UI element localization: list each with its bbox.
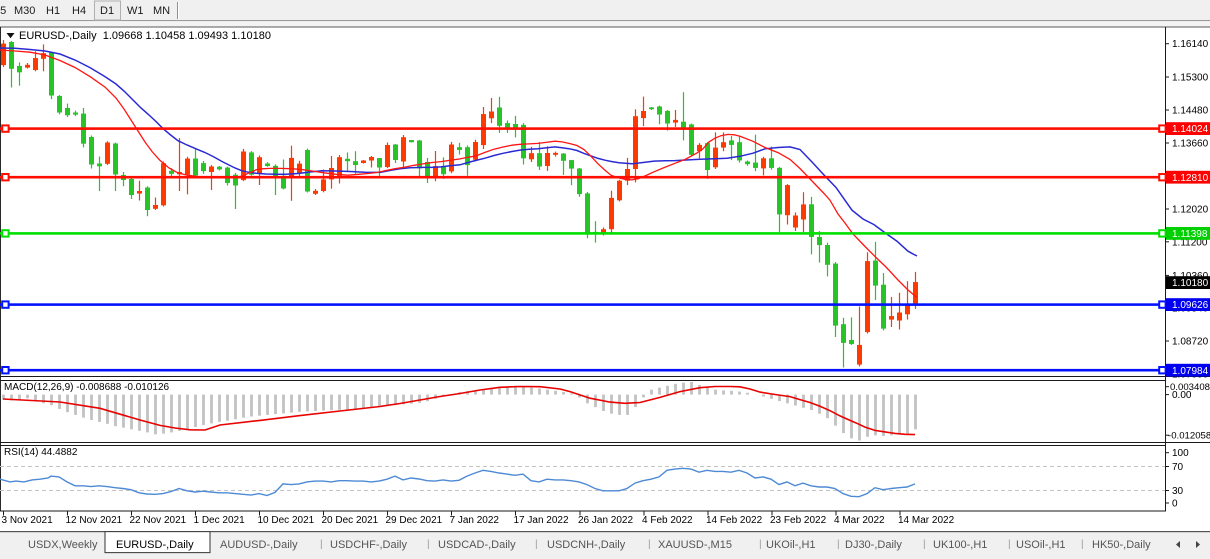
svg-text:1.10180: 1.10180 — [1172, 278, 1209, 289]
svg-text:1.12810: 1.12810 — [1172, 173, 1209, 184]
svg-text:MN: MN — [153, 5, 170, 17]
svg-text:-0.012058: -0.012058 — [1168, 431, 1210, 442]
svg-text:1.08720: 1.08720 — [1172, 337, 1209, 348]
svg-text:|: | — [759, 539, 762, 550]
svg-text:|: | — [535, 539, 538, 550]
svg-text:20 Dec 2021: 20 Dec 2021 — [322, 515, 379, 526]
svg-text:AUDUSD-,Daily: AUDUSD-,Daily — [220, 539, 298, 551]
svg-text:4 Mar 2022: 4 Mar 2022 — [834, 515, 885, 526]
svg-text:1.09626: 1.09626 — [1172, 300, 1209, 311]
svg-text:1.14480: 1.14480 — [1172, 106, 1209, 117]
svg-text:29 Dec 2021: 29 Dec 2021 — [386, 515, 443, 526]
svg-text:UKOil-,H1: UKOil-,H1 — [766, 539, 816, 551]
svg-text:DJ30-,Daily: DJ30-,Daily — [845, 539, 902, 551]
svg-text:RSI(14) 44.4882: RSI(14) 44.4882 — [4, 447, 78, 458]
svg-text:EURUSD-,Daily 1.09668 1.10458: EURUSD-,Daily 1.09668 1.10458 1.09493 1.… — [19, 30, 271, 42]
svg-text:70: 70 — [1172, 462, 1184, 473]
svg-text:1 Dec 2021: 1 Dec 2021 — [194, 515, 246, 526]
svg-text:100: 100 — [1172, 448, 1189, 459]
svg-text:D1: D1 — [100, 5, 114, 17]
svg-text:0.003408: 0.003408 — [1170, 382, 1210, 393]
svg-text:1.11398: 1.11398 — [1172, 229, 1208, 240]
svg-text:|: | — [1008, 539, 1011, 550]
svg-text:1.12020: 1.12020 — [1172, 205, 1209, 216]
svg-text:26 Jan 2022: 26 Jan 2022 — [578, 515, 633, 526]
svg-text:H1: H1 — [46, 5, 60, 17]
svg-text:EURUSD-,Daily: EURUSD-,Daily — [116, 539, 194, 551]
svg-text:14 Mar 2022: 14 Mar 2022 — [898, 515, 955, 526]
svg-text:0.00: 0.00 — [1172, 390, 1192, 401]
svg-text:USOil-,H1: USOil-,H1 — [1016, 539, 1066, 551]
svg-text:1.11200: 1.11200 — [1172, 237, 1208, 248]
svg-text:USDX,Weekly: USDX,Weekly — [28, 539, 98, 551]
svg-text:|: | — [1081, 539, 1084, 550]
svg-text:12 Nov 2021: 12 Nov 2021 — [66, 515, 123, 526]
svg-text:|: | — [320, 539, 323, 550]
svg-text:1.15300: 1.15300 — [1172, 73, 1209, 84]
svg-text:|: | — [923, 539, 926, 550]
svg-text:MACD(12,26,9) -0.008688 -0.010: MACD(12,26,9) -0.008688 -0.010126 — [4, 382, 170, 393]
svg-text:USDCNH-,Daily: USDCNH-,Daily — [547, 539, 626, 551]
svg-text:M5: M5 — [0, 5, 6, 17]
svg-text:UK100-,H1: UK100-,H1 — [933, 539, 987, 551]
svg-text:USDCHF-,Daily: USDCHF-,Daily — [330, 539, 408, 551]
svg-text:USDCAD-,Daily: USDCAD-,Daily — [438, 539, 516, 551]
svg-text:|: | — [427, 539, 430, 550]
svg-text:10 Dec 2021: 10 Dec 2021 — [258, 515, 315, 526]
svg-text:30: 30 — [1172, 486, 1184, 497]
svg-text:W1: W1 — [127, 5, 144, 17]
svg-text:0: 0 — [1172, 499, 1178, 510]
svg-text:|: | — [837, 539, 840, 550]
svg-text:1.07984: 1.07984 — [1172, 366, 1209, 377]
svg-text:XAUUSD-,M15: XAUUSD-,M15 — [658, 539, 732, 551]
svg-text:22 Nov 2021: 22 Nov 2021 — [130, 515, 187, 526]
svg-text:1.14024: 1.14024 — [1172, 124, 1209, 135]
svg-text:7 Jan 2022: 7 Jan 2022 — [450, 515, 500, 526]
svg-text:3 Nov 2021: 3 Nov 2021 — [2, 515, 54, 526]
svg-text:H4: H4 — [72, 5, 86, 17]
svg-text:17 Jan 2022: 17 Jan 2022 — [514, 515, 569, 526]
svg-text:|: | — [648, 539, 651, 550]
svg-text:4 Feb 2022: 4 Feb 2022 — [642, 515, 693, 526]
svg-text:M30: M30 — [14, 5, 35, 17]
svg-text:1.16140: 1.16140 — [1172, 39, 1209, 50]
svg-text:1.13660: 1.13660 — [1172, 139, 1209, 150]
svg-text:HK50-,Daily: HK50-,Daily — [1092, 539, 1151, 551]
svg-text:23 Feb 2022: 23 Feb 2022 — [770, 515, 827, 526]
svg-text:14 Feb 2022: 14 Feb 2022 — [706, 515, 763, 526]
